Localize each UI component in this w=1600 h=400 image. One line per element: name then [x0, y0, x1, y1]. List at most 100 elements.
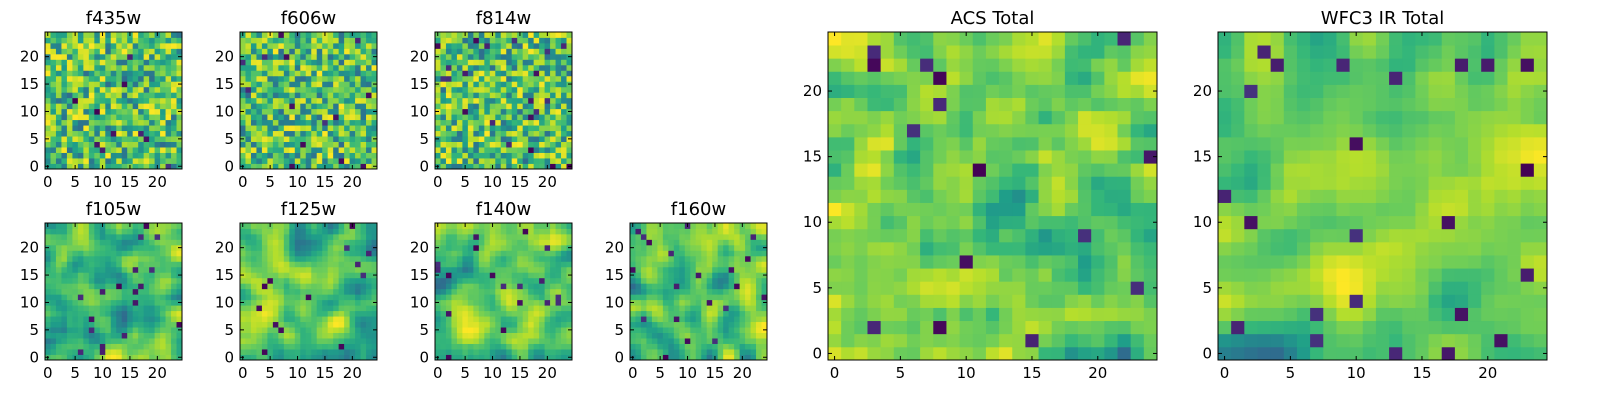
heatmap-cell [1051, 202, 1066, 217]
heatmap-cell [646, 255, 653, 262]
heatmap-cell [132, 316, 139, 323]
heatmap-cell [695, 316, 702, 323]
heatmap-cell [451, 147, 458, 153]
heatmap-cell [635, 223, 642, 229]
heatmap-cell [854, 202, 868, 217]
heatmap-cell [116, 59, 123, 66]
heatmap-cell [50, 92, 57, 99]
heatmap-cell [959, 255, 974, 269]
heatmap-cell [695, 272, 702, 279]
heatmap-cell [657, 294, 664, 301]
heatmap-cell [127, 250, 134, 257]
heatmap-cell [706, 354, 713, 361]
heatmap-cell [484, 266, 491, 273]
heatmap-cell [712, 261, 719, 268]
heatmap-cell [668, 305, 675, 312]
heatmap-cell [539, 354, 545, 361]
heatmap-cell [322, 321, 329, 328]
heatmap-cell [561, 141, 567, 148]
heatmap-cell [467, 343, 474, 350]
heatmap-cell [127, 261, 134, 268]
heatmap-cell [550, 272, 556, 279]
heatmap-cell [561, 266, 567, 273]
heatmap-cell [1078, 333, 1092, 348]
heatmap-cell [662, 244, 669, 251]
heatmap-cell [72, 239, 79, 246]
heatmap-cell [256, 338, 263, 344]
heatmap-cell [651, 261, 658, 268]
heatmap-cell [240, 343, 246, 350]
heatmap-cell [250, 158, 257, 164]
heatmap-cell [371, 59, 378, 66]
heatmap-cell [550, 239, 556, 246]
heatmap-cell [1117, 307, 1132, 322]
heatmap-cell [116, 277, 123, 284]
heatmap-cell [972, 189, 987, 203]
heatmap-cell [566, 305, 573, 312]
heatmap-cell [500, 130, 507, 137]
heatmap-cell [662, 343, 669, 350]
heatmap-cell [278, 53, 285, 60]
heatmap-cell [338, 32, 345, 38]
heatmap-cell [906, 268, 921, 282]
heatmap-cell [517, 272, 524, 279]
heatmap-cell [143, 70, 150, 77]
heatmap-cell [750, 327, 757, 333]
heatmap-cell [506, 277, 513, 284]
heatmap-cell [712, 283, 719, 290]
heatmap-cell [959, 268, 974, 282]
heatmap-cell [132, 125, 139, 132]
heatmap-cell [539, 338, 545, 344]
heatmap-cell [679, 310, 686, 317]
heatmap-cell [349, 283, 356, 290]
heatmap-cell [473, 250, 480, 257]
heatmap-cell [50, 114, 57, 121]
heatmap-cell [121, 147, 128, 153]
heatmap-cell [278, 42, 285, 49]
heatmap-cell [478, 343, 485, 350]
heatmap-cell [561, 136, 567, 142]
heatmap-cell [761, 310, 768, 317]
heatmap-cell [278, 288, 285, 295]
heatmap-cell [511, 37, 518, 44]
heatmap-cell [511, 250, 518, 257]
heatmap-cell [66, 136, 73, 142]
heatmap-cell [154, 327, 161, 333]
heatmap-cell [1091, 346, 1105, 361]
heatmap-cell [484, 228, 491, 235]
heatmap-cell [1091, 307, 1105, 322]
heatmap-cell [495, 272, 502, 279]
heatmap-cell [750, 305, 757, 312]
heatmap-cell [83, 147, 90, 153]
heatmap-cell [544, 294, 551, 301]
heatmap-cell [355, 223, 361, 229]
heatmap-cell [88, 114, 95, 121]
heatmap-cell [651, 250, 658, 257]
heatmap-cell [77, 223, 84, 229]
heatmap-cell [344, 305, 350, 312]
heatmap-cell [462, 244, 469, 251]
heatmap-cell [94, 97, 101, 104]
heatmap-cell [478, 70, 485, 77]
heatmap-cell [355, 75, 361, 82]
heatmap-cell [473, 294, 480, 301]
heatmap-cell [344, 53, 350, 60]
heatmap-cell [723, 250, 730, 257]
heatmap-cell [528, 92, 535, 99]
heatmap-cell [467, 163, 474, 170]
heatmap-cell [717, 266, 724, 273]
heatmap-cell [854, 320, 868, 335]
heatmap-cell [723, 327, 730, 333]
heatmap-cell [261, 288, 268, 295]
heatmap-cell [640, 316, 647, 323]
heatmap-cell [305, 32, 312, 38]
heatmap-cell [539, 108, 545, 115]
heatmap-cell [473, 42, 480, 49]
heatmap-cell [61, 261, 68, 268]
heatmap-cell [495, 239, 502, 246]
x-tick-label: 10 [93, 173, 112, 191]
heatmap-cell [77, 37, 84, 44]
heatmap-cell [473, 332, 480, 339]
heatmap-cell [728, 338, 735, 344]
heatmap-cell [456, 244, 463, 251]
